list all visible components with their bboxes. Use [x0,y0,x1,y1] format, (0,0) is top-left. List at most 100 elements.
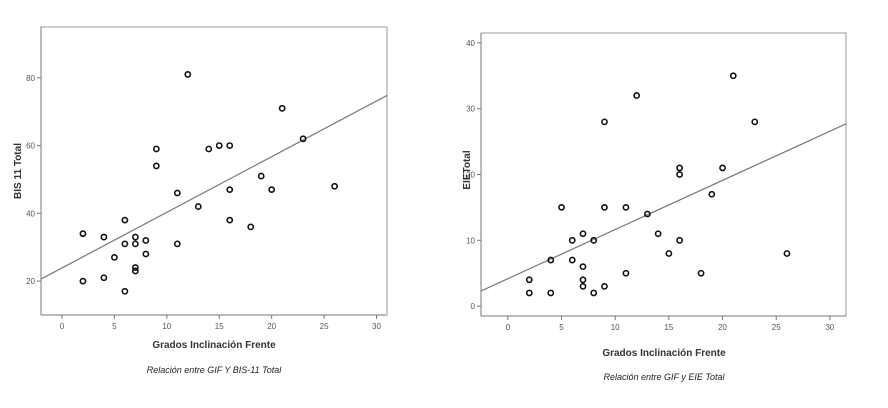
chart-1-x-ticks: 0 5 10 15 20 25 30 [60,315,382,331]
chart-2-data-point [697,269,705,277]
chart-2-data-point [751,118,759,126]
chart-2-caption: Relación entre GIF y EIE Total [603,372,725,382]
chart-2-data-point [579,230,587,238]
chart-2-y-tick-label: 0 [471,302,476,311]
chart-2-x-ticks: 0 5 10 15 20 25 30 [506,316,835,332]
chart-2-data-point [676,164,684,172]
chart-1-x-tick-label: 5 [112,322,117,331]
chart-2-data-point [601,204,608,211]
chart-1-data-point [100,274,108,282]
chart-2-data-point [622,269,630,277]
chart-2-x-tick-label: 20 [718,323,727,332]
chart-1-data-point [121,240,129,248]
chart-1-data-point [226,186,234,194]
chart-2-data-point [579,282,587,290]
chart-2-data-point [783,250,791,257]
chart-1-data-point [247,223,255,231]
chart-1-data-point [173,240,181,248]
chart-2-data-point [601,118,608,126]
chart-1-data-point [121,216,129,224]
chart-2-data-point [558,204,565,211]
chart-1-y-ticks: 20 40 60 80 [26,74,41,286]
chart-2-data-point [633,92,641,99]
chart-1-points [79,71,338,295]
chart-2-data-point [525,289,533,297]
chart-1-y-tick-label: 40 [26,209,35,218]
chart-1-y-tick-label: 20 [26,277,35,286]
chart-2-data-point [579,276,587,284]
chart-2-fit-line [480,123,847,292]
chart-2-data-point [547,256,555,264]
chart-2-y-tick-label: 40 [466,39,475,48]
chart-2-y-tick-label: 10 [466,236,475,245]
chart-1-x-tick-label: 10 [162,322,171,331]
chart-1-x-tick-label: 0 [60,322,65,331]
chart-1-x-tick-label: 30 [372,322,381,331]
chart-2: 0 5 10 15 20 25 30 0 10 20 30 40 Grados Inclinació… [462,32,847,382]
chart-2-plot-frame [480,32,847,317]
chart-1-data-point [131,267,139,275]
chart-2-data-point [676,171,684,178]
chart-2-data-point [719,164,726,172]
chart-1-data-point [299,135,307,143]
chart-1-plot-frame [40,26,388,316]
chart-2-data-point [568,236,576,244]
chart-1-data-point [100,233,108,241]
chart-1-data-point [79,277,87,285]
chart-1-data-point [268,186,276,194]
chart-1-data-point [215,142,223,149]
chart-2-data-point [729,72,737,80]
chart-1-data-point [331,182,338,190]
chart-2-y-ticks: 0 10 20 30 40 [466,39,481,311]
chart-1-data-point [152,145,160,153]
chart-2-data-point [601,282,608,290]
chart-2-data-point [525,276,533,284]
chart-2-data-point [676,236,684,244]
chart-1-data-point [110,253,118,261]
chart-2-y-tick-label: 20 [466,171,475,180]
chart-2-x-tick-label: 5 [559,323,564,332]
chart-1-x-tick-label: 20 [267,322,276,331]
chart-2-data-point [568,256,576,264]
chart-2-data-point [622,204,630,211]
chart-2-x-axis-label: Grados Inclinación Frente [602,348,726,359]
chart-1-data-point [194,203,202,210]
chart-1-caption: Relación entre GIF Y BIS-11 Total [147,365,283,375]
chart-1-data-point [184,71,192,78]
chart-2-points [525,72,791,297]
chart-2-data-point [590,289,598,297]
chart-1-data-point [226,142,234,149]
chart-1-fit-line [40,94,388,280]
chart-1-y-tick-label: 60 [26,142,35,151]
chart-1-y-tick-label: 80 [26,74,35,83]
chart-1-data-point [131,233,139,241]
chart-1: 0 5 10 15 20 25 30 20 40 60 80 Grados Inclinación… [13,26,388,375]
chart-2-x-tick-label: 10 [611,323,620,332]
chart-2-data-point [654,230,662,238]
chart-2-data-point [643,210,651,218]
chart-2-x-tick-label: 30 [825,323,834,332]
chart-2-x-tick-label: 25 [772,323,781,332]
chart-2-data-point [665,250,673,257]
chart-2-x-tick-label: 0 [506,323,511,332]
chart-2-data-point [590,236,598,244]
chart-1-x-tick-label: 15 [215,322,224,331]
chart-1-data-point [131,240,139,248]
chart-1-data-point [173,189,181,197]
chart-1-y-axis-label: BIS 11 Total [13,143,24,199]
chart-2-data-point [708,190,716,198]
chart-1-data-point [142,237,150,244]
chart-2-data-point [547,289,555,297]
chart-1-data-point [131,264,139,271]
chart-1-data-point [226,216,234,224]
chart-2-data-point [579,263,587,271]
chart-2-y-axis-label: EIETotal [462,150,473,189]
chart-1-x-axis-label: Grados Inclinación Frente [152,340,276,351]
chart-1-data-point [142,250,150,258]
chart-1-data-point [121,287,129,295]
chart-1-data-point [278,104,286,112]
chart-2-x-tick-label: 15 [664,323,673,332]
chart-2-y-tick-label: 30 [466,105,475,114]
chart-1-x-tick-label: 25 [320,322,329,331]
